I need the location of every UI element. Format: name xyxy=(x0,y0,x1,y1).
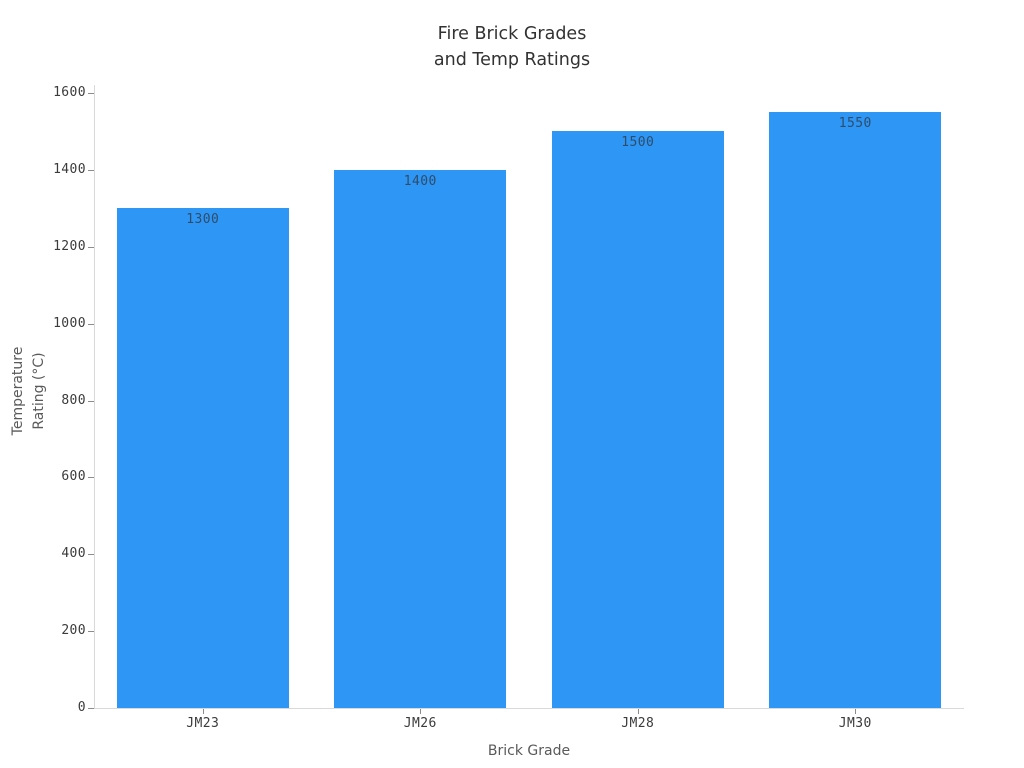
x-tick-mark xyxy=(855,709,857,714)
y-axis-label-line-2: Rating (°C) xyxy=(31,352,47,430)
bar-jm26: 1400 xyxy=(334,169,507,708)
y-axis-label-line-1: Temperature xyxy=(10,346,26,436)
bar-jm23: 1300 xyxy=(116,208,289,708)
y-tick-label: 800 xyxy=(61,392,86,408)
y-tick-mark xyxy=(88,554,94,556)
x-tick-mark xyxy=(202,709,204,714)
bar-value-label: 1550 xyxy=(838,116,872,132)
y-tick-label: 1000 xyxy=(53,315,86,331)
y-tick-label: 600 xyxy=(61,469,86,485)
y-tick-mark xyxy=(88,708,94,709)
x-axis-line xyxy=(94,708,964,709)
x-tick-label: JM30 xyxy=(838,716,872,731)
bar-value-label: 1400 xyxy=(403,173,437,189)
y-tick-label: 1600 xyxy=(53,85,86,100)
y-tick-mark xyxy=(88,631,94,633)
y-tick-label: 1200 xyxy=(53,238,86,254)
bar-value-label: 1300 xyxy=(186,212,220,228)
y-tick-mark xyxy=(88,93,94,94)
y-tick-mark xyxy=(88,246,94,248)
y-tick-mark xyxy=(88,477,94,479)
y-tick-label: 0 xyxy=(77,700,86,715)
y-tick-mark xyxy=(88,169,94,171)
y-tick-mark xyxy=(88,323,94,325)
y-axis-label: Temperature Rating (°C) xyxy=(8,347,50,436)
y-tick-label: 400 xyxy=(61,546,86,562)
y-tick-label: 1400 xyxy=(53,161,86,177)
x-tick-mark xyxy=(637,709,639,714)
bar-value-label: 1500 xyxy=(621,135,655,151)
bar-jm28: 1500 xyxy=(551,131,724,708)
x-axis-label: Brick Grade xyxy=(487,743,571,759)
y-tick-mark xyxy=(88,400,94,402)
chart-title-line-2: and Temp Ratings xyxy=(433,50,591,70)
x-tick-label: JM26 xyxy=(403,716,437,731)
y-axis-line xyxy=(94,85,95,708)
bar-jm30: 1550 xyxy=(769,112,942,708)
x-tick-label: JM28 xyxy=(621,716,655,731)
chart-title: Fire Brick Grades and Temp Ratings xyxy=(0,21,1024,73)
chart-title-line-1: Fire Brick Grades xyxy=(437,24,587,44)
y-tick-label: 200 xyxy=(61,623,86,639)
x-tick-label: JM23 xyxy=(186,716,220,731)
x-tick-mark xyxy=(420,709,422,714)
